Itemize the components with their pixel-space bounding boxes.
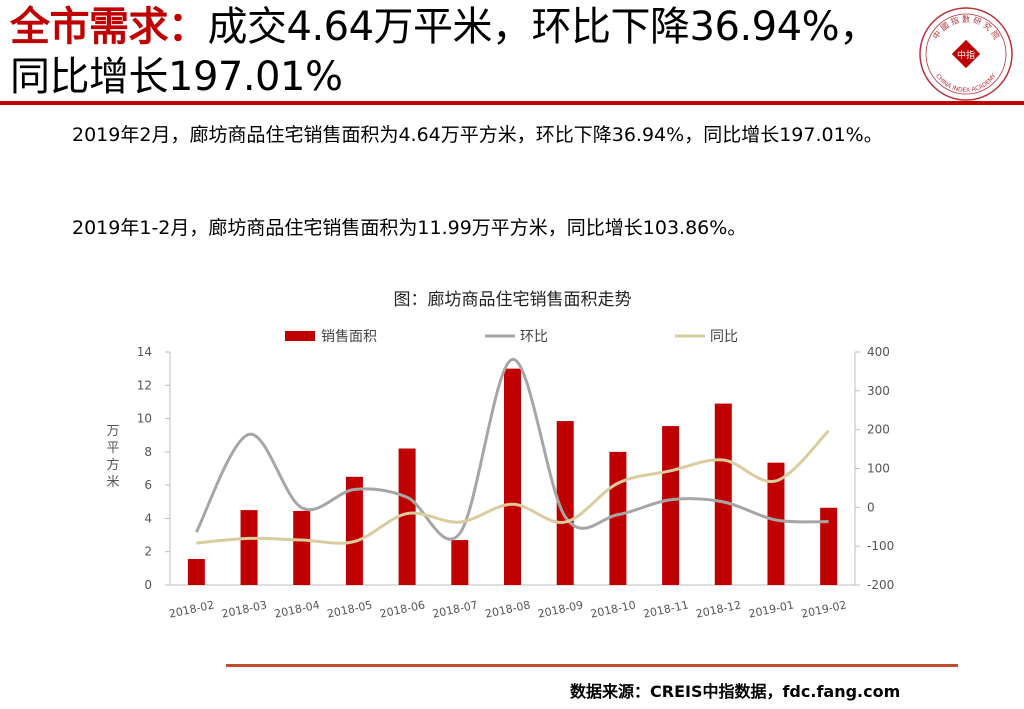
x-tick-label: 2018-04 [273,598,321,620]
svg-text:CHINA INDEX ACADEMY: CHINA INDEX ACADEMY [934,72,998,94]
y2-tick-label: 200 [867,423,890,437]
data-source-label: 数据来源：CREIS中指数据，fdc.fang.com [570,682,901,701]
y-tick-label: 6 [144,478,152,492]
y2-tick-label: -200 [867,578,894,592]
logo-center-text: 中指 [957,49,975,61]
header-divider [0,101,1024,105]
bar-2018-07 [451,540,469,585]
y2-tick-label: 100 [867,462,890,476]
y-axis-label-char: 方 [106,457,119,473]
bar-2018-08 [504,368,521,585]
x-tick-label: 2018-08 [484,598,532,620]
legend-swatch-1 [285,331,315,341]
y2-tick-label: 400 [867,345,890,359]
logo-top-text: 中 國 指 數 研 究 院 [930,14,1001,41]
bar-2018-05 [345,476,363,585]
x-tick-label: 2019-01 [747,598,795,620]
bar-2018-10 [609,451,627,585]
y-tick-label: 0 [144,578,152,592]
page-title-accent: 全市需求： [10,4,208,50]
bar-2019-01 [767,462,785,585]
y-tick-label: 4 [144,511,152,525]
y-axis-label-char: 平 [106,441,119,456]
sales-area-chart: 图：廊坊商品住宅销售面积走势销售面积 环比 同比 0 2 4 6 8 10 12 14 -200 -10… [95,282,917,632]
y2-tick-label: 300 [867,384,890,398]
paragraph-monthly-sales: 2019年2月，廊坊商品住宅销售面积为4.64万平方米，环比下降36.94%，同… [72,124,883,146]
x-tick-label: 2018-11 [642,598,690,620]
x-tick-label: 2018-07 [431,598,479,620]
legend-label-2: 环比 [520,329,548,345]
paragraph-ytd-sales: 2019年1-2月，廊坊商品住宅销售面积为11.99万平方米，同比增长103.8… [72,217,747,239]
series-line-2 [196,429,830,545]
y-tick-label: 8 [144,445,152,459]
bar-2018-03 [240,510,258,585]
x-tick-label: 2018-03 [220,598,268,620]
x-tick-label: 2018-06 [379,598,427,620]
x-tick-label: 2018-12 [695,598,743,620]
y-tick-label: 12 [137,378,152,392]
y-tick-label: 2 [144,545,152,559]
x-tick-label: 2018-05 [326,598,374,620]
y2-tick-label: 0 [867,500,875,514]
page-title-rest: 成交4.64万平米，环比下降36.94%，同比增长197.01% [10,4,879,100]
page-title: 全市需求：成交4.64万平米，环比下降36.94%，同比增长197.01% [10,2,910,102]
y2-tick-label: -100 [867,539,894,553]
x-tick-label: 2019-02 [800,598,848,620]
bar-2018-11 [662,426,680,585]
x-tick-label: 2018-09 [537,598,585,620]
chart-title: 图：廊坊商品住宅销售面积走势 [394,290,632,310]
x-tick-label: 2018-10 [589,598,637,620]
y-axis-label-char: 米 [106,475,119,490]
legend-label-3: 同比 [710,329,738,345]
x-tick-label: 2018-02 [168,598,216,620]
y-tick-label: 10 [137,412,152,426]
bar-2018-06 [398,448,416,585]
y-tick-label: 14 [137,345,152,359]
legend-label-1: 销售面积 [321,329,377,345]
logo-bottom-text: CHINA INDEX ACADEMY [934,72,998,94]
bar-2018-02 [187,559,205,585]
y-axis-label-char: 万 [106,424,119,439]
bar-2018-09 [556,421,574,585]
china-index-academy-logo: 中 國 指 數 研 究 院 CHINA INDEX ACADEMY 中指 [916,4,1016,104]
svg-text:中 國 指 數 研 究 院: 中 國 指 數 研 究 院 [930,14,1001,41]
bar-2019-02 [820,507,838,585]
footer-divider [226,664,958,667]
series-line-1 [195,357,829,541]
bar-2018-12 [714,403,732,585]
bar-2018-04 [293,510,311,585]
